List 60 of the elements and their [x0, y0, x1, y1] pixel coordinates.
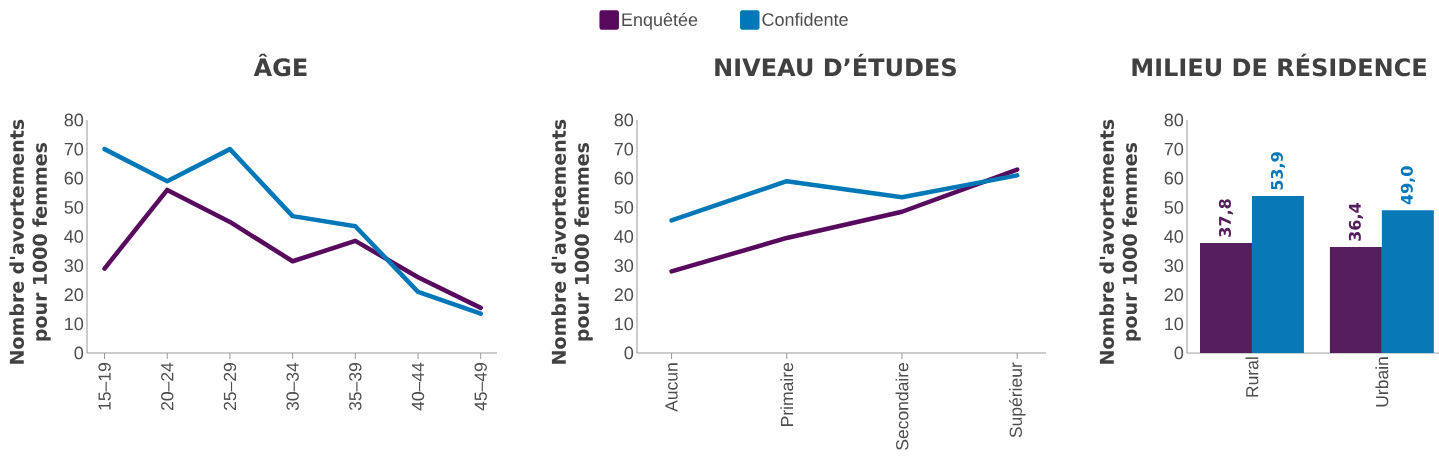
data-label: 37,8: [1218, 199, 1234, 237]
x-tick-label: 25–29: [223, 363, 237, 410]
x-tick-label: 40–44: [411, 362, 425, 411]
y-tick-label: 50: [614, 200, 634, 214]
y-tick-label: 70: [1164, 142, 1184, 156]
x-tick-label: Aucun: [665, 363, 678, 412]
y-tick-label: 80: [64, 113, 84, 127]
line-series: [669, 173, 1020, 223]
y-tick-label: 20: [614, 288, 634, 302]
x-tick-label: 15–19: [98, 363, 111, 410]
chart-title: ÂGE: [253, 53, 307, 77]
x-tick-label: Urbain: [1375, 357, 1389, 407]
y-axis-title: Nombre d'avortements pour 1000 femmes: [9, 119, 51, 364]
y-tick-label: 10: [1165, 317, 1184, 331]
x-tick-label: 45–49: [474, 363, 487, 411]
y-tick-label: 30: [1164, 259, 1184, 272]
y-axis-title: Nombre d'avortements pour 1000 femmes: [1099, 119, 1141, 364]
y-tick-label: 40: [1164, 230, 1184, 243]
y-tick-label: 0: [1174, 346, 1184, 360]
x-tick-label: 20–24: [161, 362, 174, 410]
bar: [1251, 196, 1304, 353]
y-tick-label: 30: [64, 259, 84, 272]
y-tick-label: 60: [614, 171, 634, 185]
line-series: [102, 146, 483, 316]
data-label: 49,0: [1400, 166, 1415, 205]
x-tick-label: 35–39: [349, 363, 362, 411]
y-tick-label: 0: [624, 346, 634, 360]
x-tick-label: Secondaire: [895, 362, 909, 450]
x-tick-label: Primaire: [780, 362, 794, 426]
data-label: 53,9: [1270, 152, 1286, 190]
chart-title: MILIEU DE RÉSIDENCE: [1132, 53, 1426, 77]
y-tick-label: 50: [1164, 200, 1184, 214]
x-tick-label: Supérieur: [1008, 362, 1026, 438]
y-tick-label: 50: [64, 200, 84, 214]
y-tick-label: 10: [615, 317, 634, 331]
y-tick-label: 80: [614, 113, 634, 127]
y-axis-title: Nombre d'avortements pour 1000 femmes: [551, 119, 593, 364]
legend-label: Confidente: [762, 12, 848, 26]
y-tick-label: 10: [65, 317, 84, 331]
y-tick-label: 60: [64, 171, 84, 185]
y-tick-label: 80: [1164, 113, 1184, 127]
bar: [1381, 210, 1434, 353]
line-series: [102, 187, 483, 311]
line-series: [669, 167, 1020, 274]
chart-title: NIVEAU D’ÉTUDES: [715, 53, 956, 77]
x-tick-label: Rural: [1245, 357, 1259, 397]
x-tick-label: 30–34: [286, 362, 299, 411]
y-tick-label: 70: [614, 142, 634, 156]
y-tick-label: 0: [74, 346, 84, 360]
y-tick-label: 20: [1164, 288, 1184, 302]
y-tick-label: 70: [64, 142, 84, 156]
bar: [1200, 242, 1252, 353]
data-label: 36,4: [1348, 203, 1363, 241]
y-tick-label: 40: [614, 230, 634, 243]
y-tick-label: 40: [64, 230, 84, 243]
legend-label: Enquêtée: [622, 12, 698, 30]
y-tick-label: 60: [1164, 171, 1184, 185]
bar: [1329, 246, 1382, 353]
y-tick-label: 20: [64, 288, 84, 302]
y-tick-label: 30: [614, 259, 634, 272]
